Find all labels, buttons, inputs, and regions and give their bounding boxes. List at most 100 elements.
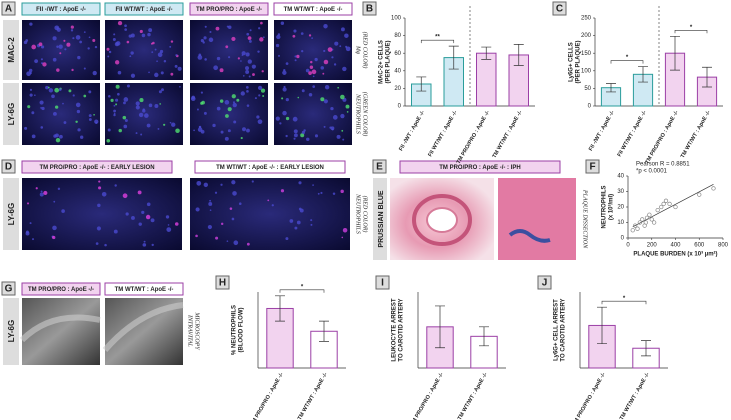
nucleus (261, 70, 264, 73)
y-tick-label: 20 (394, 86, 401, 92)
point (673, 204, 678, 210)
nucleus (58, 44, 63, 49)
panel-letter-box (1, 281, 16, 296)
y-tick-label: 40 (394, 68, 401, 74)
nucleus (238, 202, 242, 205)
nucleus (157, 52, 163, 58)
x-tick-label: TM PRO/PRO : ApoE -/- (644, 110, 680, 166)
nucleus (130, 33, 135, 38)
nucleus (57, 187, 61, 191)
header: TM WT/WT : ApoE -/- (284, 7, 343, 13)
nucleus (312, 85, 316, 88)
nucleus (345, 104, 350, 109)
y-tick-label: 10 (617, 220, 624, 226)
header: TM PRO/PRO : ApoE -/- (196, 7, 262, 13)
nucleus (320, 97, 325, 102)
nucleus (340, 27, 345, 32)
nucleus (29, 71, 32, 75)
point (632, 223, 638, 228)
nucleus (233, 240, 239, 246)
nucleus (158, 90, 162, 94)
nucleus (40, 58, 43, 61)
nucleus (340, 189, 344, 194)
nucleus (23, 40, 28, 45)
nucleus (246, 90, 249, 93)
nucleus (332, 115, 338, 120)
nucleus (195, 207, 200, 212)
header-box (189, 2, 269, 16)
nucleus (285, 116, 290, 121)
nucleus (140, 133, 143, 136)
panel-letter: D (5, 162, 12, 173)
y-axis-label: (BLOOD FLOW) (239, 308, 245, 353)
significance-label: * (301, 284, 304, 290)
note: MICROSCOPY (194, 311, 200, 350)
y-tick-label: 0 (398, 104, 402, 110)
x-tick-label: 400 (670, 243, 681, 249)
nucleus (113, 104, 116, 107)
x-tick-label: TM WT/WT : ApoE -/- (619, 372, 651, 420)
point (697, 192, 702, 197)
header-box (104, 2, 184, 16)
y-axis-label: (x 10³/ml) (608, 194, 615, 220)
nucleus (142, 109, 146, 113)
note: Mφ (355, 45, 361, 55)
nucleus (342, 66, 347, 72)
nucleus (259, 37, 264, 42)
nucleus (115, 84, 120, 89)
nucleus (224, 100, 230, 105)
nucleus (249, 29, 252, 32)
nucleus (246, 32, 250, 36)
nucleus (252, 73, 255, 76)
nucleus (212, 123, 216, 128)
x-tick-label: 600 (694, 243, 705, 249)
nucleus (207, 224, 213, 230)
nucleus (143, 240, 146, 243)
nucleus (163, 123, 166, 126)
nucleus (262, 94, 265, 97)
nucleus (129, 55, 132, 58)
nucleus (219, 99, 224, 103)
nucleus (305, 68, 310, 73)
point (640, 217, 645, 222)
nucleus (333, 63, 337, 66)
nucleus (327, 47, 333, 52)
panel-letter-box (215, 275, 230, 290)
nucleus (196, 108, 199, 111)
nucleus (139, 29, 143, 34)
point (655, 207, 660, 213)
nucleus (113, 113, 116, 117)
nucleus (130, 51, 134, 55)
nucleus (107, 128, 111, 132)
x-tick-label: 800 (718, 243, 729, 249)
nucleus (285, 97, 289, 102)
nucleus (29, 22, 33, 26)
nucleus (70, 29, 74, 32)
nucleus (220, 130, 224, 134)
point (649, 217, 654, 222)
y-tick-label: 30 (617, 189, 624, 195)
nucleus (197, 127, 203, 132)
nucleus (262, 36, 265, 39)
nucleus (228, 56, 231, 59)
nucleus (52, 225, 57, 231)
nucleus (245, 69, 250, 74)
row-label: MAC-2 (7, 37, 16, 63)
error-bar (479, 326, 489, 347)
nucleus (306, 137, 310, 142)
nucleus (323, 99, 328, 104)
header: TM PRO/PRO : ApoE -/- (28, 287, 94, 293)
nucleus (201, 100, 205, 105)
note: NEUTROPHILS (355, 93, 361, 134)
nucleus (297, 96, 300, 99)
micrograph (190, 83, 268, 145)
nucleus (174, 64, 178, 68)
nucleus (63, 121, 67, 124)
panel-letter: J (542, 278, 548, 289)
nucleus (126, 40, 130, 44)
significance-bracket (279, 289, 325, 293)
nucleus (337, 86, 340, 89)
nucleus (225, 45, 229, 49)
plaque-ring (412, 194, 472, 246)
nucleus (72, 37, 75, 40)
